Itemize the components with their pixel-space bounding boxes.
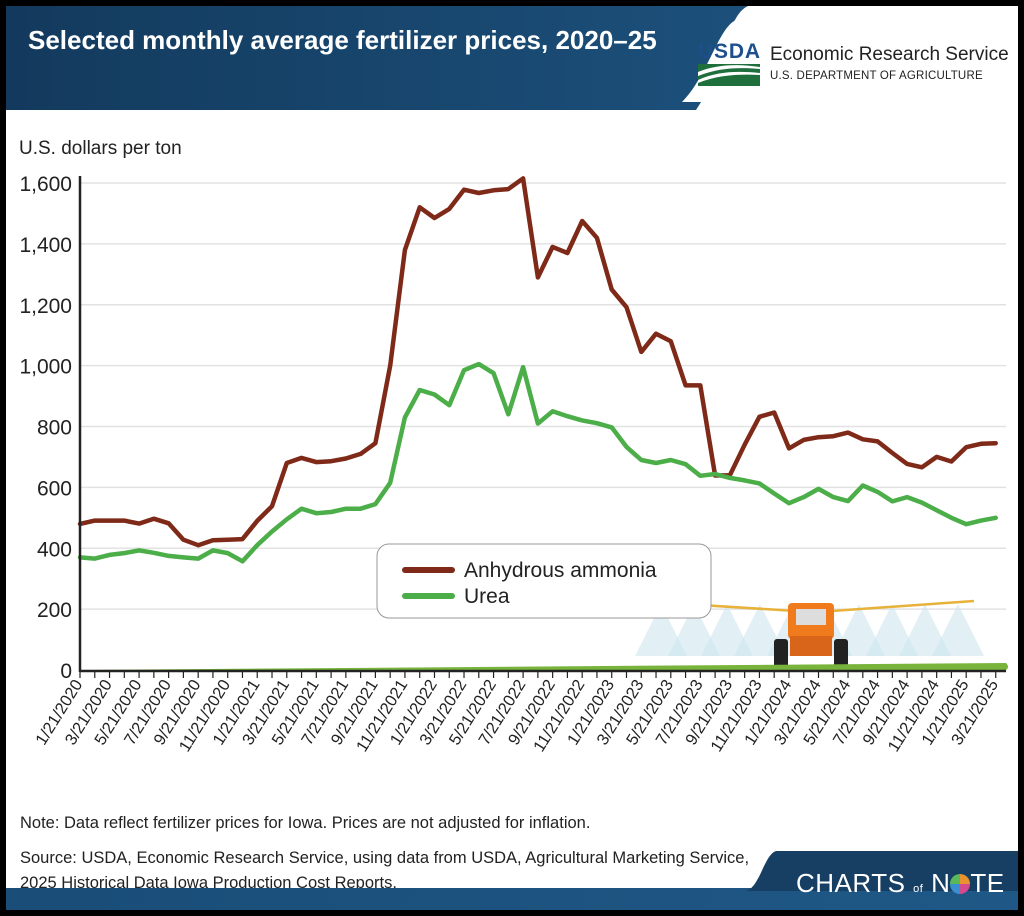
svg-text:USDA: USDA xyxy=(698,40,760,63)
spray-cone xyxy=(734,604,786,656)
y-tick-label: 200 xyxy=(37,599,72,622)
y-tick-label: 1,000 xyxy=(19,356,72,379)
spray-cone xyxy=(635,604,687,656)
org-department: U.S. DEPARTMENT OF AGRICULTURE xyxy=(770,70,983,82)
spray-cone xyxy=(932,604,984,656)
y-tick-label: 600 xyxy=(37,477,72,500)
org-name: Economic Research Service xyxy=(770,44,1009,65)
tractor-wheel xyxy=(834,639,848,671)
y-tick-label: 1,400 xyxy=(19,234,72,257)
y-tick-label: 1,200 xyxy=(19,295,72,318)
ground-strip xyxy=(80,663,1008,670)
sprayer-tractor-illustration xyxy=(635,599,984,671)
y-tick-label: 0 xyxy=(60,660,72,683)
note-text: Note: Data reflect fertilizer prices for… xyxy=(20,814,591,832)
tractor-body xyxy=(790,636,832,656)
spray-cone xyxy=(701,604,753,656)
legend-label-ammonia: Anhydrous ammonia xyxy=(464,559,657,582)
source-text: Source: USDA, Economic Research Service,… xyxy=(20,849,750,892)
series-line-urea xyxy=(77,361,998,564)
y-tick-label: 400 xyxy=(37,538,72,561)
footer-bar xyxy=(6,888,1018,910)
tractor-window xyxy=(796,609,826,625)
chart-card: Selected monthly average fertilizer pric… xyxy=(6,6,1018,910)
spray-cone xyxy=(866,604,918,656)
charts-of-note-badge xyxy=(746,851,1018,891)
line-chart: U.S. dollars per ton 0 200 400 600 800 1,000 1… xyxy=(19,138,1008,755)
legend: Anhydrous ammonia Urea xyxy=(376,543,712,619)
tractor-wheel xyxy=(774,639,788,671)
y-tick-label: 1,600 xyxy=(19,173,72,196)
y-axis-label: U.S. dollars per ton xyxy=(19,138,182,159)
usda-logo: USDA xyxy=(698,40,760,86)
chart-title: Selected monthly average fertilizer pric… xyxy=(28,25,657,55)
spray-cone xyxy=(668,604,720,656)
pie-icon xyxy=(950,874,971,894)
charts-of-note-logo: CHARTS of N TE xyxy=(796,868,1005,898)
header-banner xyxy=(6,6,1018,110)
legend-label-urea: Urea xyxy=(464,585,510,608)
y-tick-label: 800 xyxy=(37,417,72,440)
spray-cone xyxy=(899,604,951,656)
